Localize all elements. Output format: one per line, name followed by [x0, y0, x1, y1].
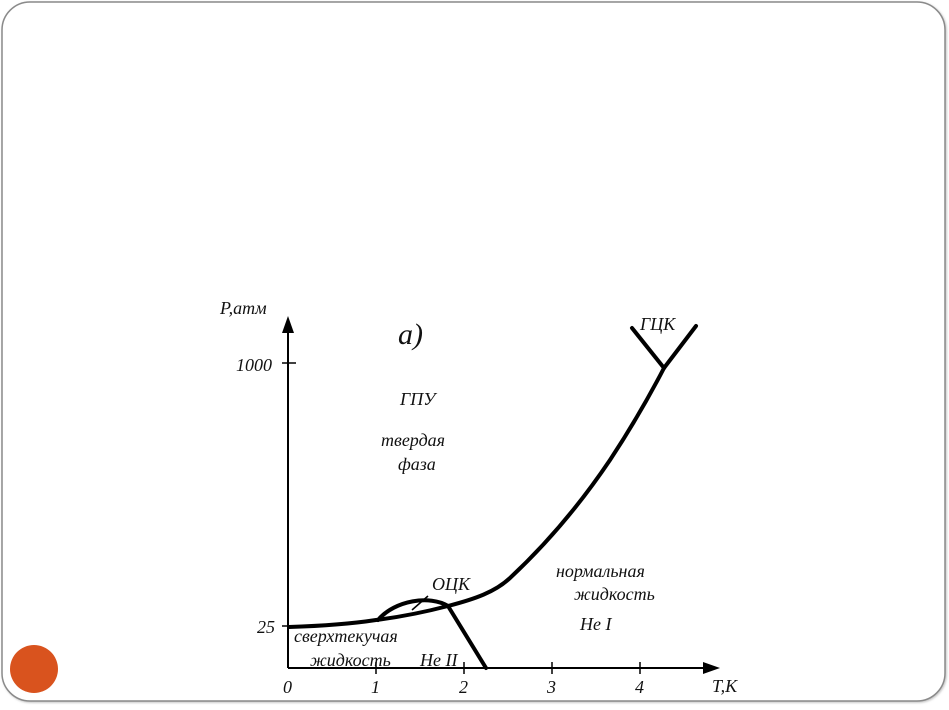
fcc-label: ГЦК [639, 314, 676, 334]
y-axis-label: P,атм [219, 298, 267, 318]
x-axis-arrow [703, 662, 720, 674]
fcc-boundary-left [630, 326, 666, 370]
x-tick-label-4: 4 [635, 677, 644, 697]
fcc-boundary-right [662, 324, 698, 370]
x-tick-label-2: 2 [459, 677, 468, 697]
normal-liquid-label-2: жидкость [574, 584, 655, 604]
he-one-label: He I [579, 614, 612, 634]
bcc-pointer [411, 595, 429, 611]
panel-label: а) [398, 318, 423, 351]
y-axis-arrow [282, 316, 294, 333]
x-axis-label: T,K [712, 676, 738, 696]
accent-dot [10, 645, 58, 693]
superfluid-label-1: сверхтекучая [294, 626, 398, 646]
x-tick-label-1: 1 [371, 677, 380, 697]
hcp-label: ГПУ [399, 389, 437, 409]
solid-phase-label-2: фаза [398, 454, 436, 474]
y-tick-label-25: 25 [257, 617, 275, 637]
melting-curve [287, 366, 666, 629]
lambda-line [446, 604, 488, 670]
solid-phase-label-1: твердая [381, 430, 445, 450]
normal-liquid-label-1: нормальная [556, 561, 645, 581]
x-tick-label-3: 3 [546, 677, 556, 697]
bcc-label: ОЦК [432, 574, 471, 594]
y-tick-label-1000: 1000 [236, 355, 272, 375]
bcc-region-boundary [376, 598, 450, 622]
x-tick-label-0: 0 [283, 677, 292, 697]
superfluid-label-2: жидкость [310, 650, 391, 670]
he-two-label: He II [419, 650, 458, 670]
